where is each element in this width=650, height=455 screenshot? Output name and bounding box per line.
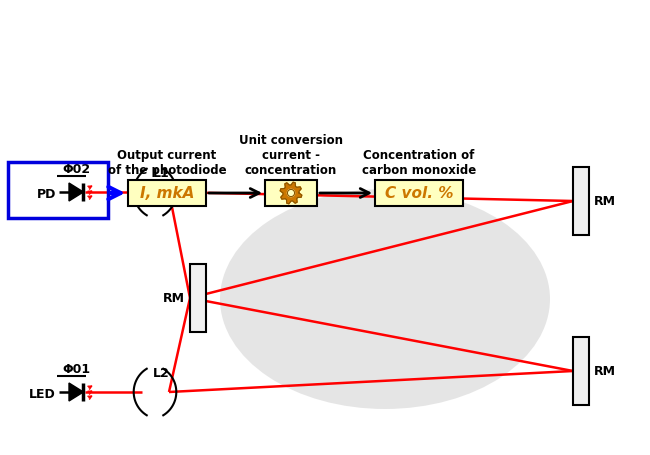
Bar xyxy=(190,264,206,332)
Bar xyxy=(375,181,463,207)
Bar xyxy=(573,167,589,236)
Text: L1: L1 xyxy=(153,167,170,180)
Text: L2: L2 xyxy=(153,367,170,379)
Text: RM: RM xyxy=(594,195,616,208)
Polygon shape xyxy=(69,184,83,202)
Text: RM: RM xyxy=(594,365,616,378)
Text: Φ02: Φ02 xyxy=(62,163,90,176)
Bar xyxy=(8,162,108,218)
Text: Φ01: Φ01 xyxy=(62,363,90,376)
Bar xyxy=(190,264,206,332)
Text: Output current
of the photodiode: Output current of the photodiode xyxy=(108,149,226,177)
Ellipse shape xyxy=(148,378,161,406)
Text: RM: RM xyxy=(163,292,185,305)
Text: PD: PD xyxy=(36,188,56,201)
Text: LED: LED xyxy=(29,388,56,400)
Polygon shape xyxy=(287,190,294,197)
Text: C vol. %: C vol. % xyxy=(385,186,453,201)
Bar xyxy=(265,181,317,207)
Text: I, mkA: I, mkA xyxy=(140,186,194,201)
Polygon shape xyxy=(280,183,302,204)
Ellipse shape xyxy=(220,190,550,409)
Bar xyxy=(573,167,589,236)
Ellipse shape xyxy=(148,179,161,207)
Bar xyxy=(573,337,589,405)
Polygon shape xyxy=(69,383,83,401)
Bar xyxy=(573,337,589,405)
Text: Unit conversion
current -
concentration: Unit conversion current - concentration xyxy=(239,134,343,177)
Bar xyxy=(128,181,206,207)
Text: Concentration of
carbon monoxide: Concentration of carbon monoxide xyxy=(362,149,476,177)
